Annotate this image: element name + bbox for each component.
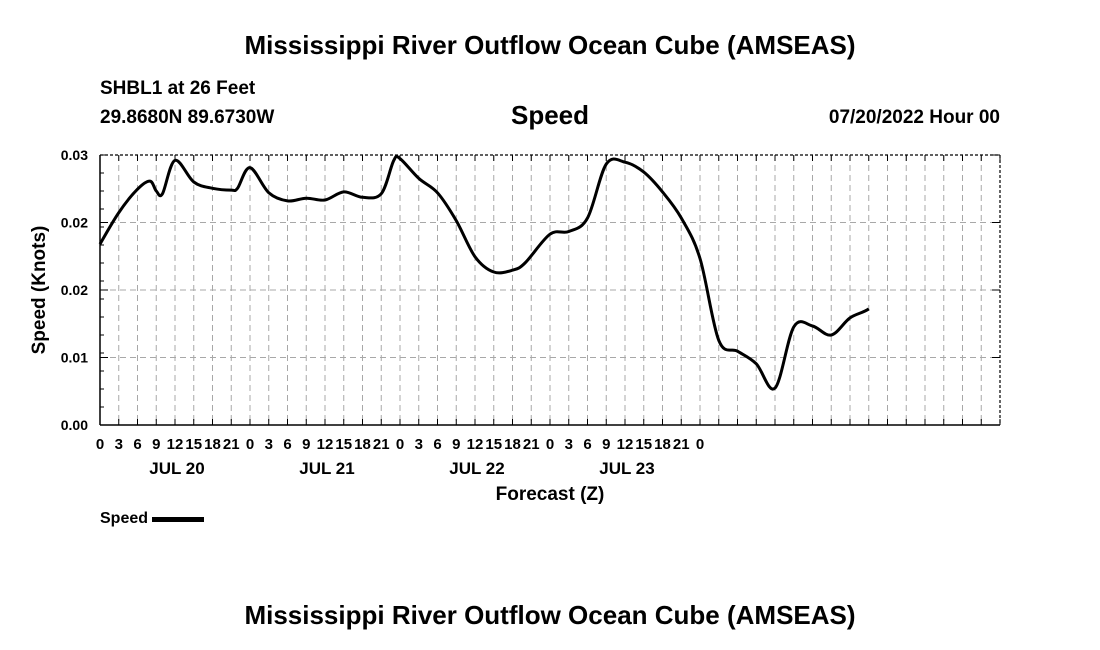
x-tick-label: 12 xyxy=(467,436,484,453)
y-tick-label: 0.02 xyxy=(61,215,88,231)
x-tick-label: 0 xyxy=(246,436,254,453)
x-tick-label: 6 xyxy=(283,436,291,453)
x-tick-label: 9 xyxy=(302,436,310,453)
x-tick-label: 9 xyxy=(452,436,460,453)
speed-series-line xyxy=(98,154,870,391)
chart-title: Mississippi River Outflow Ocean Cube (AM… xyxy=(244,30,856,60)
y-tick-label: 0.02 xyxy=(61,282,88,298)
x-tick-label: 6 xyxy=(433,436,441,453)
x-tick-label: 0 xyxy=(696,436,704,453)
y-axis-title: Speed (Knots) xyxy=(29,226,50,355)
x-tick-label: 18 xyxy=(354,436,371,453)
x-tick-label: 21 xyxy=(373,436,390,453)
x-tick-label: 18 xyxy=(204,436,221,453)
x-tick-label: 0 xyxy=(96,436,104,453)
x-tick-label: 0 xyxy=(396,436,404,453)
x-tick-label: 3 xyxy=(265,436,273,453)
x-tick-label: 15 xyxy=(335,436,352,453)
legend-label: Speed xyxy=(100,510,149,527)
x-tick-label: 18 xyxy=(504,436,521,453)
day-label: JUL 22 xyxy=(449,459,504,478)
x-tick-label: 12 xyxy=(317,436,334,453)
x-tick-label: 3 xyxy=(415,436,423,453)
footer-title: Mississippi River Outflow Ocean Cube (AM… xyxy=(244,600,856,630)
x-tick-label: 0 xyxy=(546,436,554,453)
x-tick-label: 15 xyxy=(635,436,652,453)
x-axis-title: Forecast (Z) xyxy=(496,484,605,505)
legend: Speed xyxy=(100,510,205,528)
x-tick-label: 3 xyxy=(115,436,123,453)
x-tick-label: 15 xyxy=(185,436,202,453)
coordinates-label: 29.8680N 89.6730W xyxy=(100,107,275,128)
x-tick-label: 21 xyxy=(523,436,540,453)
forecast-datetime: 07/20/2022 Hour 00 xyxy=(828,107,1000,128)
x-tick-label: 6 xyxy=(133,436,141,453)
x-tick-label: 9 xyxy=(602,436,610,453)
day-label: JUL 20 xyxy=(149,459,204,478)
variable-title: Speed xyxy=(510,100,590,130)
x-tick-label: 21 xyxy=(673,436,690,453)
day-label: JUL 23 xyxy=(599,459,654,478)
x-tick-label: 9 xyxy=(152,436,160,453)
day-label: JUL 21 xyxy=(299,459,354,478)
x-tick-label: 12 xyxy=(617,436,634,453)
station-label: SHBL1 at 26 Feet xyxy=(100,78,256,99)
y-tick-label: 0.03 xyxy=(61,147,88,163)
x-tick-label: 15 xyxy=(485,436,502,453)
x-tick-label: 18 xyxy=(654,436,671,453)
y-tick-label: 0.01 xyxy=(61,350,88,366)
x-tick-label: 3 xyxy=(565,436,573,453)
x-tick-label: 12 xyxy=(167,436,184,453)
x-tick-label: 21 xyxy=(223,436,240,453)
x-tick-label: 6 xyxy=(583,436,591,453)
y-tick-label: 0.00 xyxy=(61,417,88,433)
legend-swatch xyxy=(152,516,205,522)
